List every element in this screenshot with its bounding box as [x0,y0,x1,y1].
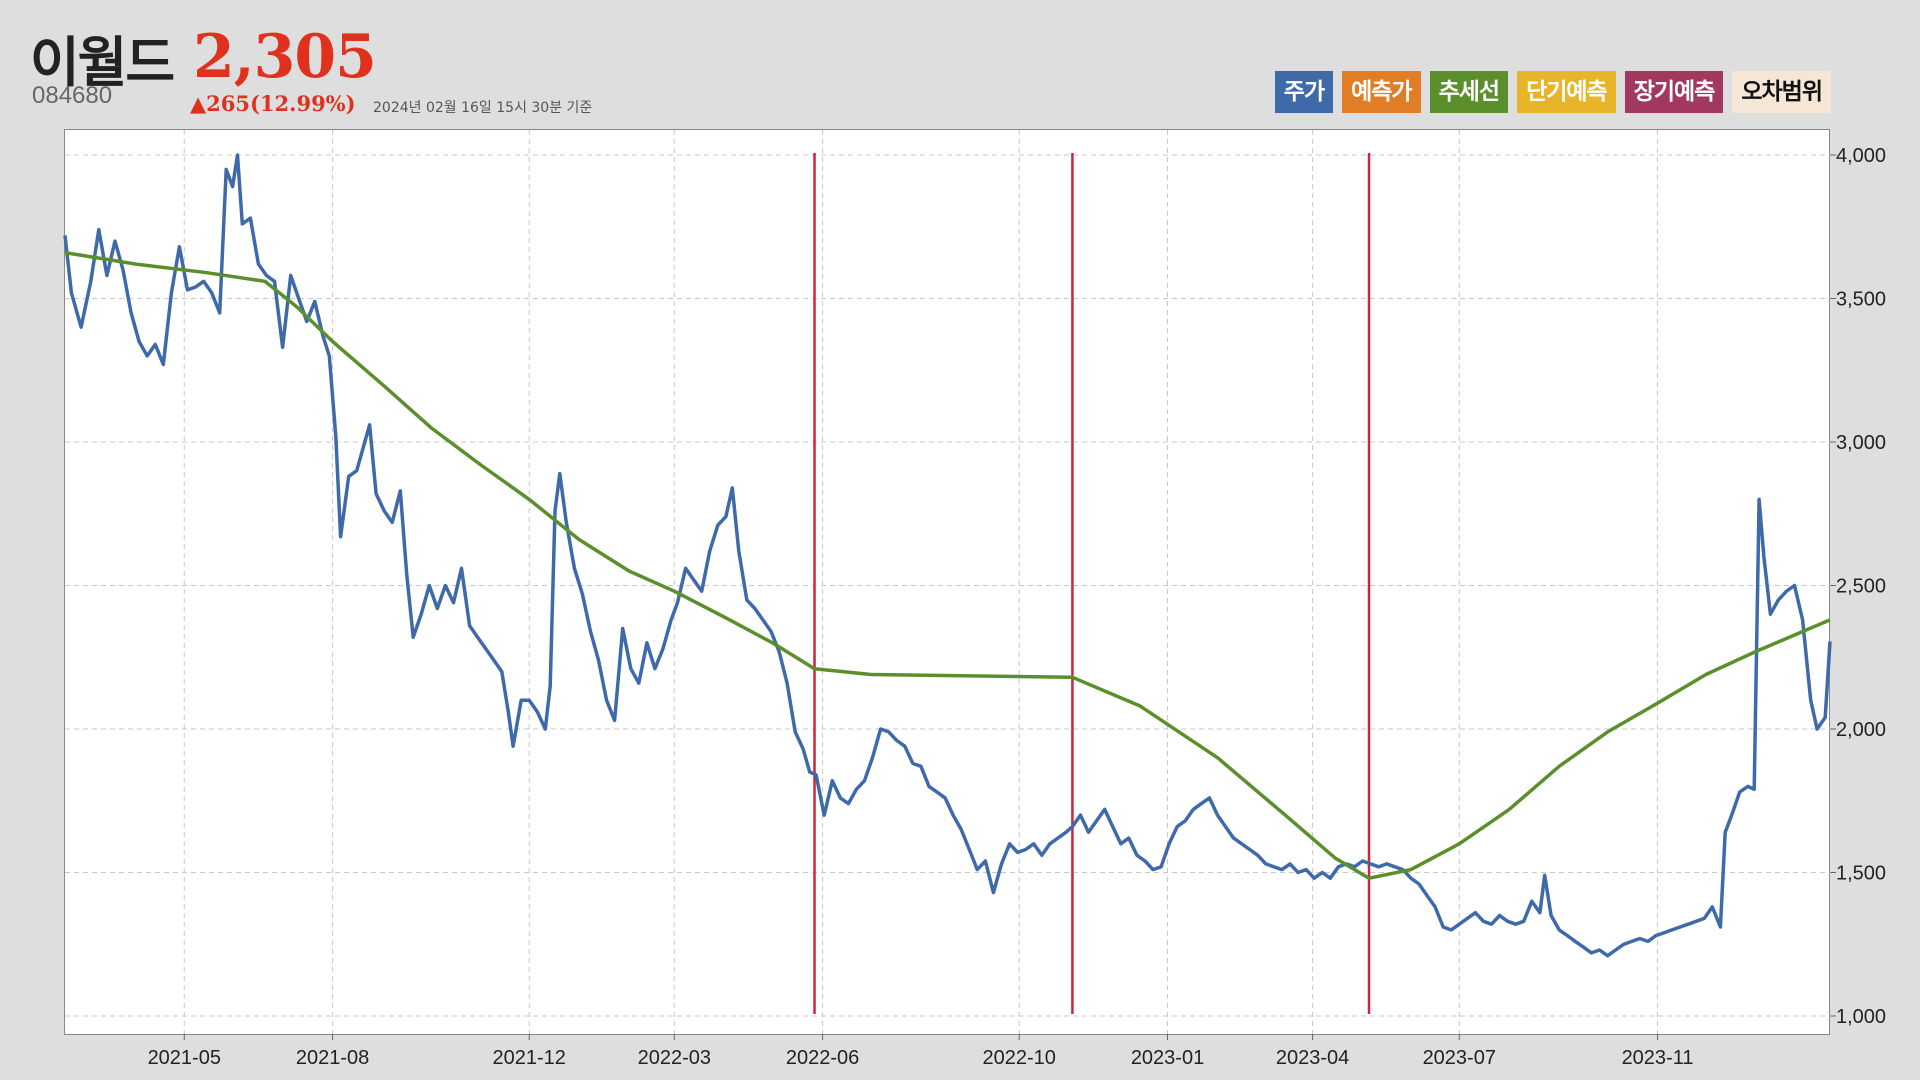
stock-code: 084680 [32,82,113,109]
chart-legend: 주가 예측가 추세선 단기예측 장기예측 오차범위 [1274,71,1831,113]
x-tick-label: 2023-04 [1276,1047,1349,1069]
stock-name: 이월드 [30,31,175,94]
trendline-series-line [64,250,1831,880]
y-tick-label: 3,000 [1836,432,1886,454]
price-change: ▲265(12.99%) [190,91,356,116]
x-tick-label: 2021-05 [148,1047,221,1069]
price-series-line [63,153,1832,958]
legend-item-short-term-forecast[interactable]: 단기예측 [1517,71,1616,113]
legend-item-forecast-price[interactable]: 예측가 [1342,71,1421,113]
x-tick-label: 2023-11 [1622,1047,1694,1069]
x-tick-label: 2022-03 [638,1047,711,1069]
y-tick-label: 1,500 [1836,863,1886,885]
plot-area [64,129,1830,1035]
legend-item-price[interactable]: 주가 [1274,71,1334,113]
x-tick-label: 2021-12 [493,1047,566,1069]
legend-item-error-range[interactable]: 오차범위 [1732,71,1831,113]
y-tick-label: 3,500 [1836,289,1886,311]
legend-item-long-term-forecast[interactable]: 장기예측 [1624,71,1724,113]
x-tick-label: 2022-10 [983,1047,1056,1069]
y-tick-label: 1,000 [1836,1006,1886,1028]
y-tick-label: 2,500 [1836,576,1886,598]
x-tick-label: 2022-06 [786,1047,859,1069]
legend-item-trendline[interactable]: 추세선 [1429,71,1509,113]
x-tick-label: 2023-07 [1423,1047,1496,1069]
stock-price: 2,305 [193,22,377,92]
y-tick-label: 4,000 [1836,145,1886,167]
x-tick-label: 2023-01 [1131,1047,1204,1069]
chart-header: 이월드 2,305 084680 ▲265(12.99%) 2024년 02월 … [0,0,1920,125]
y-tick-label: 2,000 [1836,719,1886,741]
basis-timestamp: 2024년 02월 16일 15시 30분 기준 [373,100,593,116]
x-tick-label: 2021-08 [296,1047,369,1069]
